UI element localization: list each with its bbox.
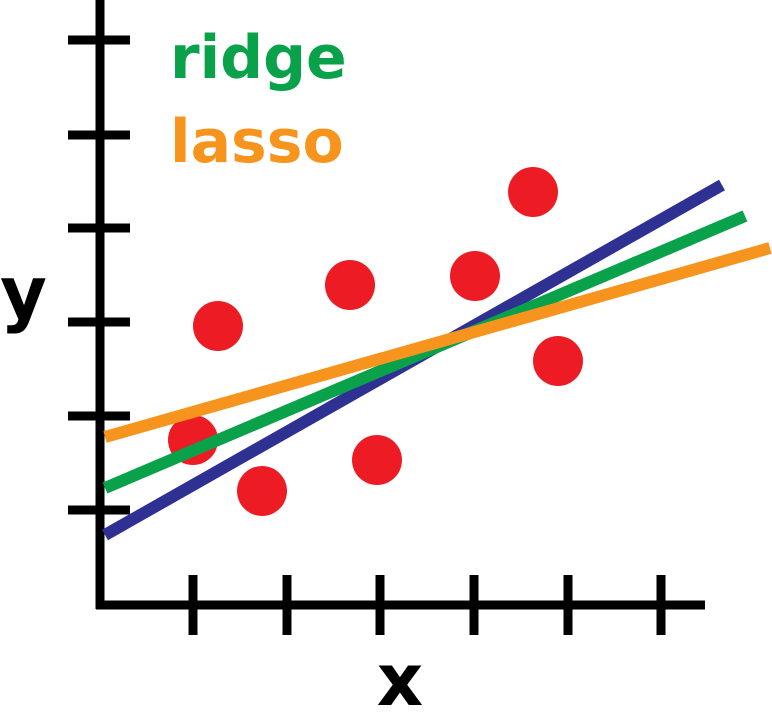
- point: [352, 435, 402, 485]
- point: [237, 466, 287, 516]
- point: [325, 260, 375, 310]
- axes: [68, 0, 705, 635]
- legend-label: ridge: [170, 23, 347, 93]
- point: [193, 301, 243, 351]
- point: [450, 251, 500, 301]
- lasso-line: [103, 242, 772, 443]
- points: [168, 167, 583, 516]
- point: [508, 167, 558, 217]
- point: [533, 336, 583, 386]
- x-axis-label: x: [377, 638, 423, 722]
- y-axis-label: y: [0, 251, 47, 335]
- legend-label: lasso: [170, 107, 344, 177]
